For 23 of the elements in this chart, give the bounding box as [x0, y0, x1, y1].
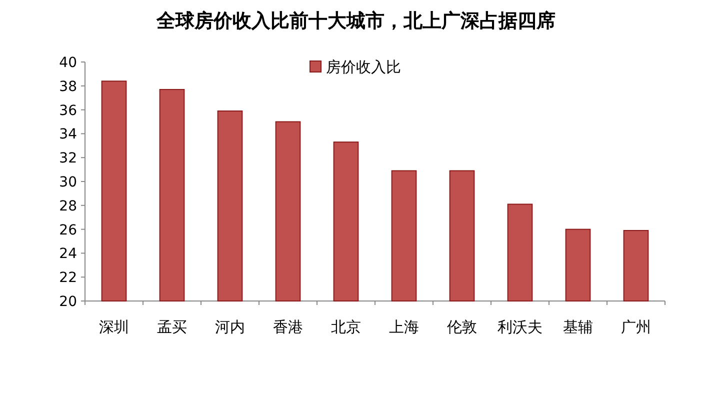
- x-tick-label: 深圳: [99, 318, 129, 336]
- x-tick-label: 伦敦: [447, 318, 477, 336]
- y-tick-label: 30: [59, 174, 77, 190]
- x-tick-label: 利沃夫: [498, 318, 542, 336]
- y-tick-label: 24: [59, 246, 78, 262]
- y-tick-label: 28: [59, 198, 77, 214]
- legend-label: 房价收入比: [326, 58, 401, 76]
- x-tick-label: 基辅: [563, 318, 593, 336]
- y-tick-label: 26: [59, 222, 78, 238]
- x-tick-label: 广州: [621, 318, 651, 336]
- y-tick-label: 38: [59, 78, 77, 95]
- y-tick-label: 32: [59, 150, 77, 167]
- x-tick-label: 上海: [389, 318, 419, 336]
- y-tick-label: 34: [59, 126, 78, 143]
- y-tick-label: 20: [59, 294, 77, 310]
- x-tick-label: 香港: [273, 318, 303, 336]
- y-tick-label: 36: [59, 102, 78, 119]
- y-tick-label: 22: [59, 270, 77, 286]
- x-tick-label: 北京: [331, 318, 361, 336]
- x-tick-label: 河内: [215, 318, 245, 336]
- x-tick-label: 孟买: [157, 318, 187, 336]
- y-tick-label: 40: [59, 55, 77, 71]
- chart-title: 全球房价收入比前十大城市，北上广深占据四席: [156, 10, 556, 32]
